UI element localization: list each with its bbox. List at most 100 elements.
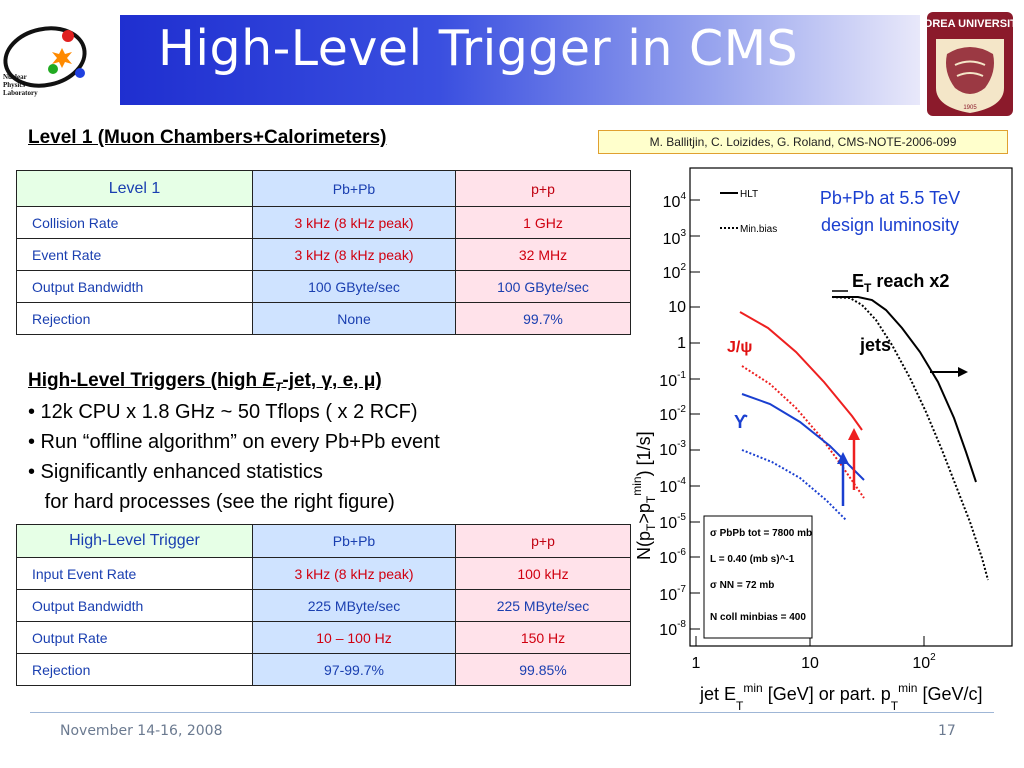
footer-date: November 14-16, 2008 bbox=[60, 723, 223, 739]
header-cell: p+p bbox=[455, 170, 631, 207]
cell-pbpb: 10 – 100 Hz bbox=[252, 621, 456, 654]
level1-heading: Level 1 (Muon Chambers+Calorimeters) bbox=[28, 127, 387, 148]
title-bar bbox=[120, 15, 920, 105]
row-label: Rejection bbox=[16, 653, 253, 686]
cell-pbpb: 3 kHz (8 kHz peak) bbox=[252, 238, 456, 271]
x-tick-label: 102 bbox=[912, 652, 936, 672]
cell-pp: 1 GHz bbox=[455, 206, 631, 239]
ku-logo-year: 1905 bbox=[963, 105, 977, 111]
row-label: Output Bandwidth bbox=[16, 589, 253, 622]
y-tick-label: 10-2 bbox=[659, 404, 686, 424]
hlt-heading-e: E bbox=[262, 370, 276, 391]
annotation-energy: Pb+Pb at 5.5 TeV bbox=[820, 188, 960, 208]
logo-line-2: Physics bbox=[3, 81, 26, 89]
cell-pp: 225 MByte/sec bbox=[455, 589, 631, 622]
x-tick-label: 1 bbox=[692, 655, 701, 672]
ku-logo-text: KOREA UNIVERSITY bbox=[925, 18, 1015, 30]
annotation-upsilon: ϒ bbox=[734, 412, 748, 432]
row-label: Input Event Rate bbox=[16, 557, 253, 590]
cell-pp: 100 kHz bbox=[455, 557, 631, 590]
table-header-row: Level 1 Pb+Pb p+p bbox=[16, 170, 631, 207]
cell-pbpb: None bbox=[252, 302, 456, 335]
table-row: Collision Rate 3 kHz (8 kHz peak) 1 GHz bbox=[16, 206, 631, 239]
hlt-heading-sub: T bbox=[275, 379, 283, 394]
annotation-luminosity: design luminosity bbox=[821, 215, 959, 235]
param-sigma-nn: σ NN = 72 mb bbox=[710, 580, 774, 591]
logo-line-3: Laboratory bbox=[3, 89, 38, 97]
parameters-box: σ PbPb tot = 7800 mb L = 0.40 (mb s)^-1 … bbox=[703, 515, 813, 639]
korea-university-logo: KOREA UNIVERSITY 1905 bbox=[925, 12, 1015, 116]
y-tick-label: 103 bbox=[663, 228, 687, 248]
cell-pbpb: 97-99.7% bbox=[252, 653, 456, 686]
y-tick-label: 10-4 bbox=[659, 476, 686, 496]
y-tick-label: 10-8 bbox=[659, 619, 686, 639]
curve-jets-minbias bbox=[831, 296, 989, 581]
reference-citation: M. Ballitjin, C. Loizides, G. Roland, CM… bbox=[598, 130, 1008, 154]
table-header-row: High-Level Trigger Pb+Pb p+p bbox=[16, 524, 631, 558]
y-axis-ticks: 104 103 102 10 1 10-1 10-2 10-3 10-4 10-… bbox=[659, 191, 686, 639]
x-axis-ticks: 1 10 102 bbox=[692, 652, 937, 672]
y-tick-label: 1 bbox=[677, 335, 686, 352]
table-row: Output Bandwidth 100 GByte/sec 100 GByte… bbox=[16, 270, 631, 303]
y-tick-label: 104 bbox=[663, 191, 687, 211]
plot-frame bbox=[689, 167, 1013, 647]
table-row: Output Rate 10 – 100 Hz 150 Hz bbox=[16, 621, 631, 654]
y-tick-label: 10-3 bbox=[659, 439, 686, 459]
cell-pp: 150 Hz bbox=[455, 621, 631, 654]
row-label: Event Rate bbox=[16, 238, 253, 271]
cell-pbpb: 225 MByte/sec bbox=[252, 589, 456, 622]
cell-pp: 99.85% bbox=[455, 653, 631, 686]
y-tick-label: 10-1 bbox=[659, 370, 686, 390]
param-ncoll: N coll minbias = 400 bbox=[710, 612, 806, 623]
cell-pbpb: 100 GByte/sec bbox=[252, 270, 456, 303]
table-row: Input Event Rate 3 kHz (8 kHz peak) 100 … bbox=[16, 557, 631, 590]
table-row: Rejection 97-99.7% 99.85% bbox=[16, 653, 631, 686]
slide-number: 17 bbox=[938, 723, 956, 739]
bullet-item: • Significantly enhanced statistics bbox=[28, 461, 323, 483]
arrow-upsilon-shift bbox=[837, 452, 849, 506]
curve-upsilon-hlt bbox=[741, 393, 865, 481]
bullet-item: • 12k CPU x 1.8 GHz ~ 50 Tflops ( x 2 RC… bbox=[28, 401, 418, 423]
header-cell: Pb+Pb bbox=[252, 524, 456, 558]
header-cell: Pb+Pb bbox=[252, 170, 456, 207]
hlt-heading-post: -jet, γ, e, μ) bbox=[282, 370, 382, 391]
curve-jets-hlt bbox=[832, 296, 977, 483]
y-tick-label: 10-7 bbox=[659, 584, 686, 604]
param-luminosity: L = 0.40 (mb s)^-1 bbox=[710, 554, 795, 565]
x-tick-label: 10 bbox=[801, 655, 819, 672]
cell-pp: 100 GByte/sec bbox=[455, 270, 631, 303]
cell-pbpb: 3 kHz (8 kHz peak) bbox=[252, 206, 456, 239]
row-label: Output Bandwidth bbox=[16, 270, 253, 303]
curve-upsilon-minbias bbox=[741, 449, 847, 521]
cell-pp: 32 MHz bbox=[455, 238, 631, 271]
y-tick-marks bbox=[690, 199, 700, 630]
header-cell: High-Level Trigger bbox=[16, 524, 253, 558]
legend-minbias-label: Min.bias bbox=[740, 224, 777, 235]
arrow-jets-shift bbox=[930, 367, 968, 377]
header-cell: p+p bbox=[455, 524, 631, 558]
y-tick-label: 102 bbox=[663, 262, 687, 282]
slide-title: High-Level Trigger in CMS bbox=[158, 20, 799, 77]
x-axis-title: jet ETmin [GeV] or part. pTmin [GeV/c] bbox=[699, 681, 983, 713]
bullet-item: for hard processes (see the right figure… bbox=[28, 491, 395, 513]
row-label: Output Rate bbox=[16, 621, 253, 654]
y-tick-label: 10-5 bbox=[659, 512, 686, 532]
logo-text: Nuclear Physics Laboratory bbox=[3, 73, 38, 97]
bullet-item: • Run “offline algorithm” on every Pb+Pb… bbox=[28, 431, 440, 453]
hlt-table: High-Level Trigger Pb+Pb p+p Input Event… bbox=[16, 524, 631, 686]
footer-divider bbox=[30, 712, 994, 713]
table-row: Event Rate 3 kHz (8 kHz peak) 32 MHz bbox=[16, 238, 631, 271]
nuclear-physics-lab-logo bbox=[3, 26, 87, 88]
arrow-jpsi-shift bbox=[848, 428, 860, 490]
table-row: Rejection None 99.7% bbox=[16, 302, 631, 335]
table-row: Output Bandwidth 225 MByte/sec 225 MByte… bbox=[16, 589, 631, 622]
row-label: Collision Rate bbox=[16, 206, 253, 239]
curve-jpsi-hlt bbox=[739, 311, 863, 431]
param-sigma-tot: σ PbPb tot = 7800 mb bbox=[710, 528, 812, 539]
hlt-heading: High-Level Triggers (high ET-jet, γ, e, … bbox=[28, 370, 382, 394]
legend-hlt-label: HLT bbox=[740, 189, 758, 200]
annotation-jets: jets bbox=[859, 335, 891, 355]
curve-jpsi-minbias bbox=[741, 365, 865, 499]
y-tick-label: 10 bbox=[668, 299, 686, 316]
annotation-jpsi: J/ψ bbox=[727, 339, 752, 356]
